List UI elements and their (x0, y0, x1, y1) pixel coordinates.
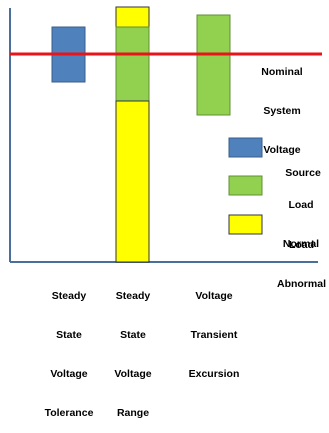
nominal-label: Nominal System Voltage (250, 40, 314, 170)
nominal-label-line: Nominal (261, 66, 303, 78)
column-label-line: Voltage (114, 368, 152, 380)
legend-source-label: Source (280, 141, 326, 193)
column-label-line: Tolerance (44, 407, 94, 419)
column-label-tolerance: Steady State Voltage Tolerance (38, 264, 100, 433)
column-label-line: State (56, 329, 82, 341)
legend-label-line: Abnormal (276, 278, 326, 290)
column-label-transient: Voltage Transient Excursion (182, 264, 246, 394)
range-abnormal-top-bar (115, 6, 150, 28)
legend-source-swatch (228, 137, 263, 158)
column-label-line: Steady (115, 290, 151, 302)
legend-label-line: Load (288, 199, 314, 211)
legend-load-abnormal-label: Load Abnormal (274, 213, 329, 304)
legend-label-line: Load (288, 239, 315, 251)
column-label-line: Excursion (188, 368, 240, 380)
legend-label-line: Normal (282, 238, 320, 250)
column-label-range: Steady State Voltage Range (104, 264, 162, 433)
column-label-line: Range (116, 407, 150, 419)
nominal-label-line: Voltage (263, 144, 301, 156)
column-label-line: Voltage (195, 290, 233, 302)
legend-load-abnormal-swatch (228, 214, 263, 235)
column-label-line: Transient (190, 329, 238, 341)
range-normal-bar (115, 26, 150, 102)
voltage-range-diagram (9, 6, 322, 263)
range-abnormal-bottom-bar (115, 100, 150, 263)
column-label-line: Voltage (50, 368, 88, 380)
transient-normal-bar (196, 14, 231, 116)
legend-load-normal-swatch (228, 175, 263, 196)
legend-label-line: Source (285, 167, 321, 179)
column-label-line: Steady (51, 290, 87, 302)
legend-load-normal-label: Load Normal (276, 173, 326, 264)
column-label-line: State (120, 329, 146, 341)
nominal-label-line: System (263, 105, 301, 117)
